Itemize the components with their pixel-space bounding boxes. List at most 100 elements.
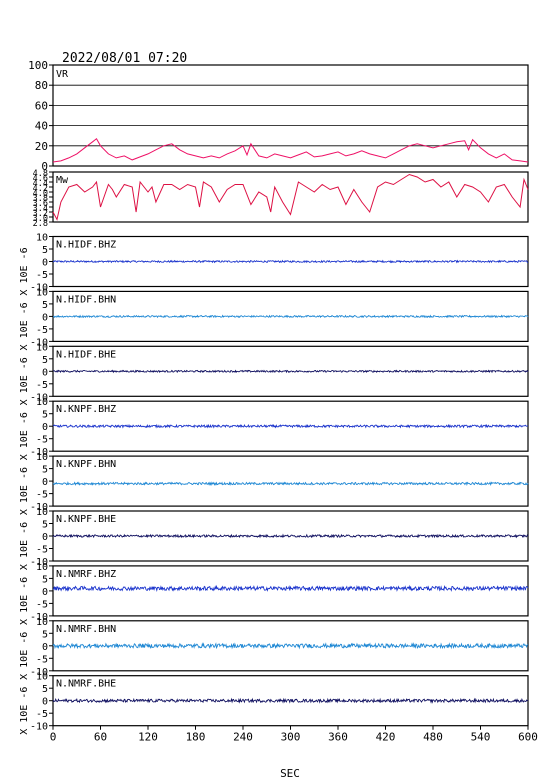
waveform-trace [52,259,529,264]
unit-label: X 10E -6 [19,302,30,350]
waveform-panel: 105 0-5 -10 N.NMRF.BHE X 10E -6 [19,672,529,735]
x-tick-label: 300 [281,731,301,744]
y-tick-label: 4.8 [33,169,48,179]
y-tick-label: -10 [30,447,48,458]
y-tick-label: 10 [36,507,48,518]
unit-label: X 10E -6 [19,522,30,570]
y-tick-label: 0 [42,367,48,378]
y-tick-label: -5 [36,709,48,720]
waveform-trace [52,314,529,319]
mw-label: Mw [56,175,69,186]
y-tick-label: -10 [30,502,48,513]
y-tick-label: 5 [42,574,48,585]
y-tick-label: -10 [30,337,48,348]
y-tick-label: -5 [36,490,48,501]
unit-label: X 10E -6 [19,357,30,405]
panel-frame [52,64,529,167]
station-label: N.NMRF.BHE [56,679,116,690]
y-tick-label: -5 [36,654,48,665]
panel-frame [52,455,529,507]
y-tick-label: 5 [42,410,48,421]
unit-label: X 10E -6 [19,687,30,735]
waveform-trace [52,697,529,704]
y-tick-label: 5 [42,355,48,366]
y-tick-label: 10 [36,617,48,628]
y-tick-label: 0 [42,258,48,269]
y-tick-label: 3.4 [33,204,48,214]
y-tick-label: 20 [35,140,48,153]
x-axis-label: SEC [280,767,300,780]
x-tick-label: 420 [376,731,396,744]
panel-frame [52,565,529,617]
x-tick-label: 0 [50,731,57,744]
y-tick-label: 0 [42,312,48,323]
y-tick-label: 80 [35,79,48,92]
series-line [52,173,529,221]
x-tick-label: 120 [138,731,158,744]
unit-label: X 10E -6 [19,632,30,680]
y-tick-label: -5 [36,599,48,610]
y-tick-label: 5 [42,300,48,311]
y-tick-label: 0 [42,422,48,433]
y-tick-label: 5 [42,520,48,531]
station-label: N.HIDF.BHE [56,349,116,360]
y-tick-label: 10 [36,397,48,408]
y-tick-label: 4.2 [33,184,48,194]
y-tick-label: 3.6 [33,199,48,209]
y-tick-label: -10 [30,557,48,568]
y-tick-label: 0 [42,532,48,543]
waveform-trace [52,533,529,539]
waveform-trace [52,369,529,374]
station-label: N.NMRF.BHN [56,624,116,635]
vr-label: VR [56,69,69,80]
unit-label: X 10E -6 [19,247,30,295]
unit-label: X 10E -6 [19,577,30,625]
y-tick-label: 10 [36,287,48,298]
x-tick-label: 360 [328,731,348,744]
x-axis: 0 60 120 180 240 300 360 420 480 540 600 [50,725,538,744]
y-tick-label: 100 [28,59,48,72]
y-tick-label: 5 [42,684,48,695]
y-tick-label: 4.4 [33,179,48,189]
y-tick-label: 3.0 [33,214,48,224]
y-tick-label: -10 [30,612,48,623]
chart-title: 2022/08/01 07:20 [62,51,187,66]
waveform-trace [52,642,529,650]
waveform-panel: 10 50 -5-10 N.HIDF.BHE X 10E -6 [19,342,529,405]
waveform-trace [52,481,529,487]
y-tick-label: 10 [36,562,48,573]
panels: 100806040200VR4.84.64.44.24.03.83.63.43.… [19,59,529,735]
y-tick-label: 5 [42,629,48,640]
station-label: N.KNPF.BHN [56,459,116,470]
y-tick-label: 0 [41,160,48,173]
y-tick-label: 4.0 [33,189,48,199]
unit-label: X 10E -6 [19,467,30,515]
y-tick-label: 2.8 [33,219,48,229]
y-tick-label: 10 [36,233,48,244]
waveform-trace [52,584,529,592]
waveform-panel: 10 50 -5-10 N.HIDF.BHN X 10E -6 [19,287,529,350]
y-tick-label: 0 [42,587,48,598]
y-tick-label: -10 [30,283,48,294]
y-tick-label: -10 [30,667,48,678]
station-label: N.NMRF.BHZ [56,569,116,580]
waveform-panel: 10 50 -5-10 N.KNPF.BHZ X 10E -6 [19,397,529,460]
waveform-trace [52,423,529,429]
y-tick-label: 3.8 [33,194,48,204]
y-tick-label: 4.6 [33,174,48,184]
waveform-panel: 10 50 -5-10 N.KNPF.BHE X 10E -6 [19,507,529,570]
mw-panel: 4.84.64.44.24.03.83.63.43.23.02.8 Mw [33,169,529,229]
y-tick-label: -5 [36,270,48,281]
y-tick-label: 0 [42,642,48,653]
x-tick-label: 600 [518,731,538,744]
x-tick-label: 480 [423,731,443,744]
vr-panel: 100 80 60 40 20 0 VR [28,59,529,173]
y-tick-label: -5 [36,545,48,556]
y-tick-label: 40 [35,120,48,133]
station-label: N.HIDF.BHN [56,294,116,305]
y-tick-label: 10 [36,452,48,463]
waveform-panel: 10 50 -5-10 N.KNPF.BHN X 10E -6 [19,452,529,515]
